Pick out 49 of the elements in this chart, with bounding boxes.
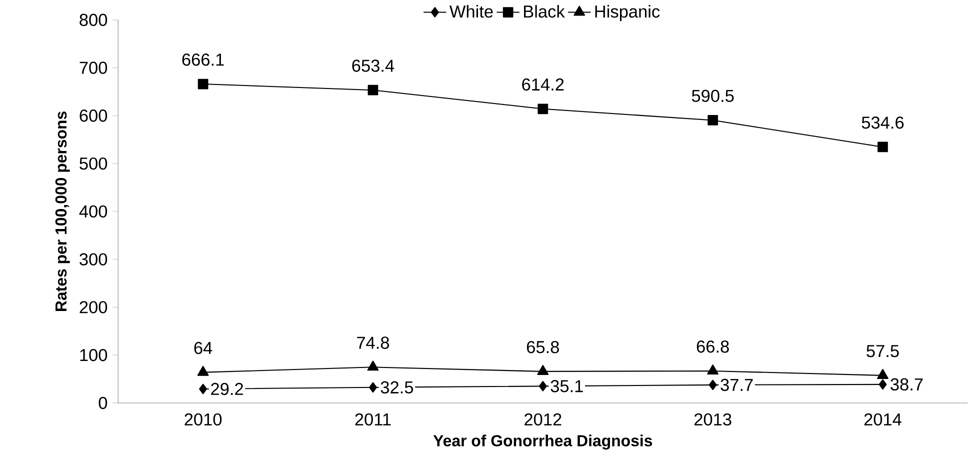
data-label: 37.7 <box>720 378 753 392</box>
x-axis-title: Year of Gonorrhea Diagnosis <box>433 434 652 450</box>
legend-label: White <box>450 4 493 18</box>
y-tick-label: 300 <box>80 253 108 266</box>
point <box>707 364 719 374</box>
data-label: 29.2 <box>211 382 243 396</box>
x-tick-label: 2013 <box>694 413 732 426</box>
point <box>877 368 888 379</box>
data-label: 38.7 <box>890 378 923 391</box>
data-label: 614.2 <box>522 78 564 91</box>
point <box>878 142 888 152</box>
point <box>708 380 717 390</box>
point <box>708 115 718 126</box>
x-tick-label: 2011 <box>355 413 391 426</box>
point <box>368 84 378 96</box>
point <box>197 366 209 376</box>
x-tick-label: 2014 <box>864 413 902 426</box>
point <box>198 78 208 90</box>
data-label: 66.8 <box>696 340 729 353</box>
y-tick-label: 100 <box>80 348 108 362</box>
data-label: 74.8 <box>357 336 390 349</box>
x-tick-label: 2012 <box>524 413 562 426</box>
data-label: 65.8 <box>526 340 559 354</box>
point <box>367 360 379 371</box>
y-tick-label: 200 <box>80 301 108 314</box>
data-label: 534.6 <box>862 116 904 129</box>
data-label: 590.5 <box>692 90 734 102</box>
point <box>199 384 208 394</box>
data-label: 64 <box>194 342 212 354</box>
y-tick-label: 400 <box>79 205 108 218</box>
x-tick-label: 2010 <box>184 413 222 426</box>
point <box>538 104 548 114</box>
data-label: 666.1 <box>182 54 224 66</box>
y-tick-label: 800 <box>80 14 108 26</box>
y-tick-label: 600 <box>80 110 108 122</box>
point <box>368 382 377 393</box>
data-label: 35.1 <box>550 380 583 392</box>
legend-label: Black <box>524 4 565 18</box>
y-axis-title: Rates per 100,000 persons <box>55 112 70 311</box>
legend-label: Hispanic <box>595 4 660 22</box>
point <box>878 379 887 390</box>
data-label: 32.5 <box>380 381 414 394</box>
data-label: 653.4 <box>352 60 394 72</box>
point <box>537 364 549 375</box>
point <box>538 380 547 392</box>
y-tick-label: 700 <box>80 62 108 74</box>
y-tick-label: 0 <box>98 396 108 410</box>
y-tick-label: 500 <box>80 157 108 170</box>
data-label: 57.5 <box>866 345 899 358</box>
